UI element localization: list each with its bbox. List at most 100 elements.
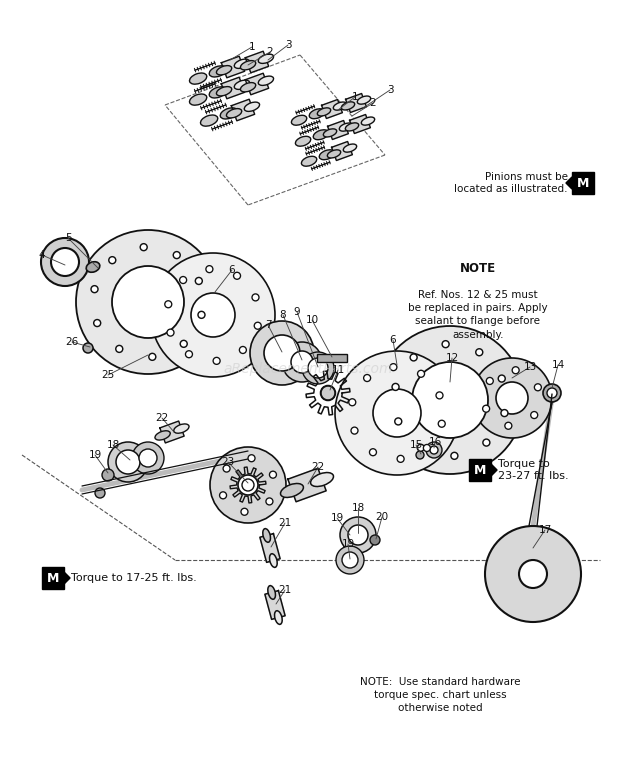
Circle shape <box>498 375 505 382</box>
Ellipse shape <box>339 123 353 131</box>
Text: 9: 9 <box>294 307 300 317</box>
Text: 25: 25 <box>102 370 115 380</box>
Circle shape <box>416 451 424 459</box>
Ellipse shape <box>86 262 100 272</box>
Circle shape <box>501 410 508 416</box>
Text: 12: 12 <box>445 353 459 363</box>
Text: 1: 1 <box>249 42 255 52</box>
Circle shape <box>363 374 371 381</box>
Text: 19: 19 <box>342 539 355 549</box>
Text: 18: 18 <box>352 503 365 513</box>
Circle shape <box>219 492 226 499</box>
Ellipse shape <box>234 59 250 69</box>
Circle shape <box>321 386 335 400</box>
Circle shape <box>149 353 156 361</box>
Circle shape <box>370 448 376 455</box>
Text: 2: 2 <box>370 98 376 108</box>
Circle shape <box>412 362 488 438</box>
Text: 3: 3 <box>285 40 291 50</box>
Circle shape <box>376 326 524 474</box>
Circle shape <box>264 335 300 371</box>
Polygon shape <box>265 591 285 620</box>
Text: 6: 6 <box>390 335 396 345</box>
Circle shape <box>482 405 490 413</box>
Text: 23: 23 <box>221 457 234 467</box>
Circle shape <box>180 277 187 283</box>
Ellipse shape <box>174 424 189 433</box>
Circle shape <box>250 321 314 385</box>
Polygon shape <box>246 51 268 73</box>
Circle shape <box>116 450 140 474</box>
Circle shape <box>348 525 368 545</box>
Circle shape <box>534 384 541 390</box>
Ellipse shape <box>280 484 303 497</box>
Circle shape <box>94 319 100 326</box>
Circle shape <box>426 442 442 458</box>
Ellipse shape <box>241 83 255 92</box>
Circle shape <box>195 277 202 284</box>
Ellipse shape <box>361 117 374 125</box>
Circle shape <box>486 377 494 384</box>
Circle shape <box>185 351 192 358</box>
Circle shape <box>223 465 230 472</box>
Circle shape <box>112 266 184 338</box>
Circle shape <box>213 358 220 364</box>
Circle shape <box>132 442 164 474</box>
Circle shape <box>430 446 438 454</box>
Ellipse shape <box>327 150 341 158</box>
Text: 16: 16 <box>428 437 441 447</box>
Circle shape <box>266 498 273 505</box>
Circle shape <box>108 442 148 482</box>
Text: 20: 20 <box>376 512 389 522</box>
Polygon shape <box>566 177 572 189</box>
Ellipse shape <box>200 115 218 126</box>
Text: 6: 6 <box>229 265 236 275</box>
Circle shape <box>451 452 458 459</box>
Circle shape <box>41 238 89 286</box>
Text: Pinions must be
located as illustrated.: Pinions must be located as illustrated. <box>454 172 568 194</box>
Ellipse shape <box>209 66 226 77</box>
Circle shape <box>308 358 328 378</box>
Circle shape <box>210 447 286 523</box>
Ellipse shape <box>270 554 277 568</box>
Bar <box>317 354 347 362</box>
Circle shape <box>302 352 334 384</box>
Polygon shape <box>260 533 280 562</box>
Text: 17: 17 <box>538 525 552 535</box>
Ellipse shape <box>226 108 242 118</box>
Polygon shape <box>345 93 366 112</box>
Ellipse shape <box>220 108 237 119</box>
Ellipse shape <box>234 80 250 89</box>
Circle shape <box>248 455 255 461</box>
Text: 22: 22 <box>156 413 169 423</box>
Circle shape <box>102 469 114 481</box>
Circle shape <box>442 341 449 348</box>
Circle shape <box>395 418 402 425</box>
Circle shape <box>238 475 258 495</box>
Ellipse shape <box>295 136 311 146</box>
Ellipse shape <box>301 157 317 167</box>
Circle shape <box>167 329 174 336</box>
Circle shape <box>390 364 397 371</box>
Circle shape <box>505 422 512 429</box>
Ellipse shape <box>259 54 273 63</box>
Text: 19: 19 <box>330 513 343 523</box>
Circle shape <box>252 294 259 301</box>
Ellipse shape <box>343 144 356 152</box>
Ellipse shape <box>323 129 337 137</box>
Text: NOTE: NOTE <box>460 261 496 274</box>
Polygon shape <box>350 115 370 134</box>
Polygon shape <box>246 73 268 95</box>
Ellipse shape <box>216 66 232 75</box>
Text: Ref. Nos. 12 & 25 must
be replaced in pairs. Apply
sealant to flange before
asse: Ref. Nos. 12 & 25 must be replaced in pa… <box>408 290 548 340</box>
Circle shape <box>472 358 552 438</box>
Circle shape <box>76 230 220 374</box>
Circle shape <box>108 257 116 264</box>
Circle shape <box>336 546 364 574</box>
Circle shape <box>512 367 519 374</box>
Text: 22: 22 <box>311 462 325 472</box>
Ellipse shape <box>275 610 282 624</box>
Ellipse shape <box>268 586 275 599</box>
Text: M: M <box>577 176 589 189</box>
Polygon shape <box>332 141 352 160</box>
